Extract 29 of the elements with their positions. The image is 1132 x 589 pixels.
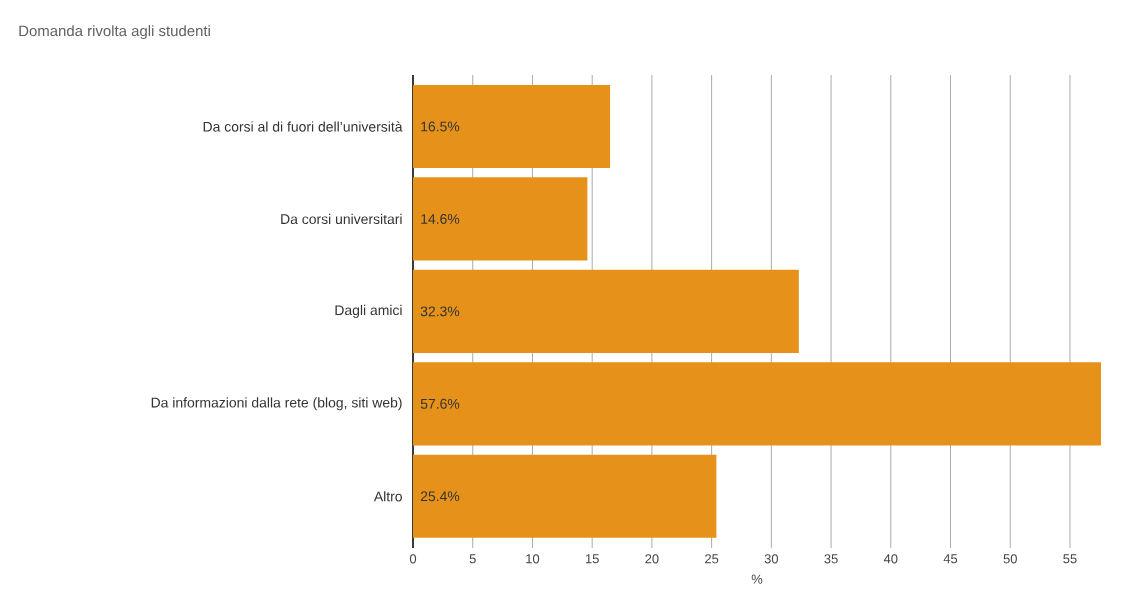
x-tick-label: 30 [764,554,779,564]
bar [413,362,1102,446]
x-axis-title: % [751,574,763,584]
x-tick-label: 25 [705,554,719,564]
x-tick-label: 35 [824,554,838,564]
x-tick-label: 15 [585,554,599,564]
x-tick-label: 0 [409,554,417,564]
data-label: 16.5% [421,121,460,132]
x-tick-label: 5 [469,554,476,564]
y-tick-label: Da corsi al di fuori dell’università [203,121,403,132]
bar [413,454,717,538]
data-label: 32.3% [420,306,460,317]
y-tick-label: Da corsi universitari [281,213,402,225]
bar [413,84,611,169]
data-label: 25.4% [420,491,460,502]
x-tick-label: 10 [526,554,540,564]
data-label: 14.6% [421,213,460,224]
x-tick-label: 55 [1063,554,1077,564]
x-tick-label: 20 [645,554,659,564]
x-tick-label: 45 [943,554,958,564]
data-label: 57.6% [420,398,460,409]
text: Domanda rivolta agli studenti [19,25,210,40]
y-tick-label: Dagli amici [335,304,402,318]
y-tick-label: Altro [373,491,402,502]
bar [413,177,588,261]
x-tick-label: 40 [883,554,898,564]
y-tick-label: Da informazioni dalla rete (blog, siti web) [151,397,402,411]
bar [413,269,799,353]
x-tick-label: 50 [1003,554,1017,564]
